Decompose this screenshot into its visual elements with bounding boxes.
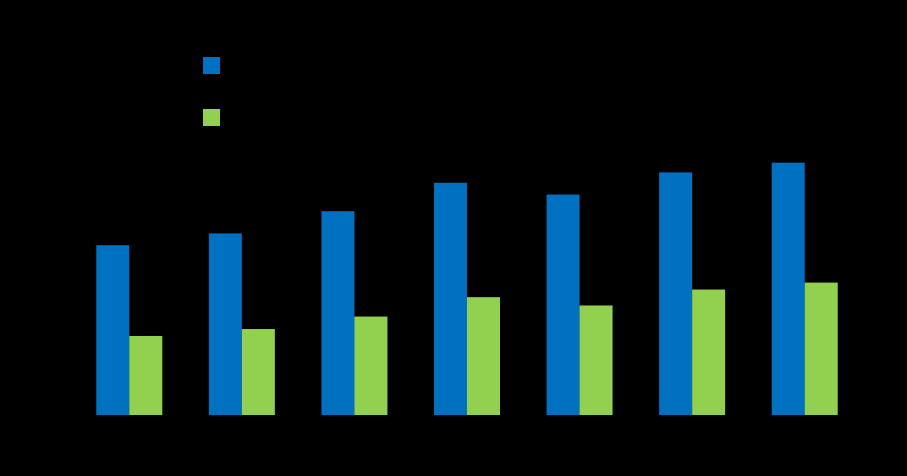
bar: [804, 282, 838, 415]
bar: [241, 329, 275, 415]
bar: [434, 182, 467, 415]
legend-swatch: [203, 57, 220, 74]
bar: [129, 335, 163, 415]
bar: [208, 233, 242, 415]
bar: [771, 162, 805, 415]
bar: [321, 211, 355, 415]
bar: [96, 245, 130, 415]
bar: [546, 194, 580, 415]
bar: [467, 297, 500, 415]
bar: [692, 289, 726, 415]
bar: [354, 316, 388, 415]
legend-swatch: [203, 109, 220, 126]
bar: [579, 305, 613, 415]
bar: [659, 172, 693, 415]
